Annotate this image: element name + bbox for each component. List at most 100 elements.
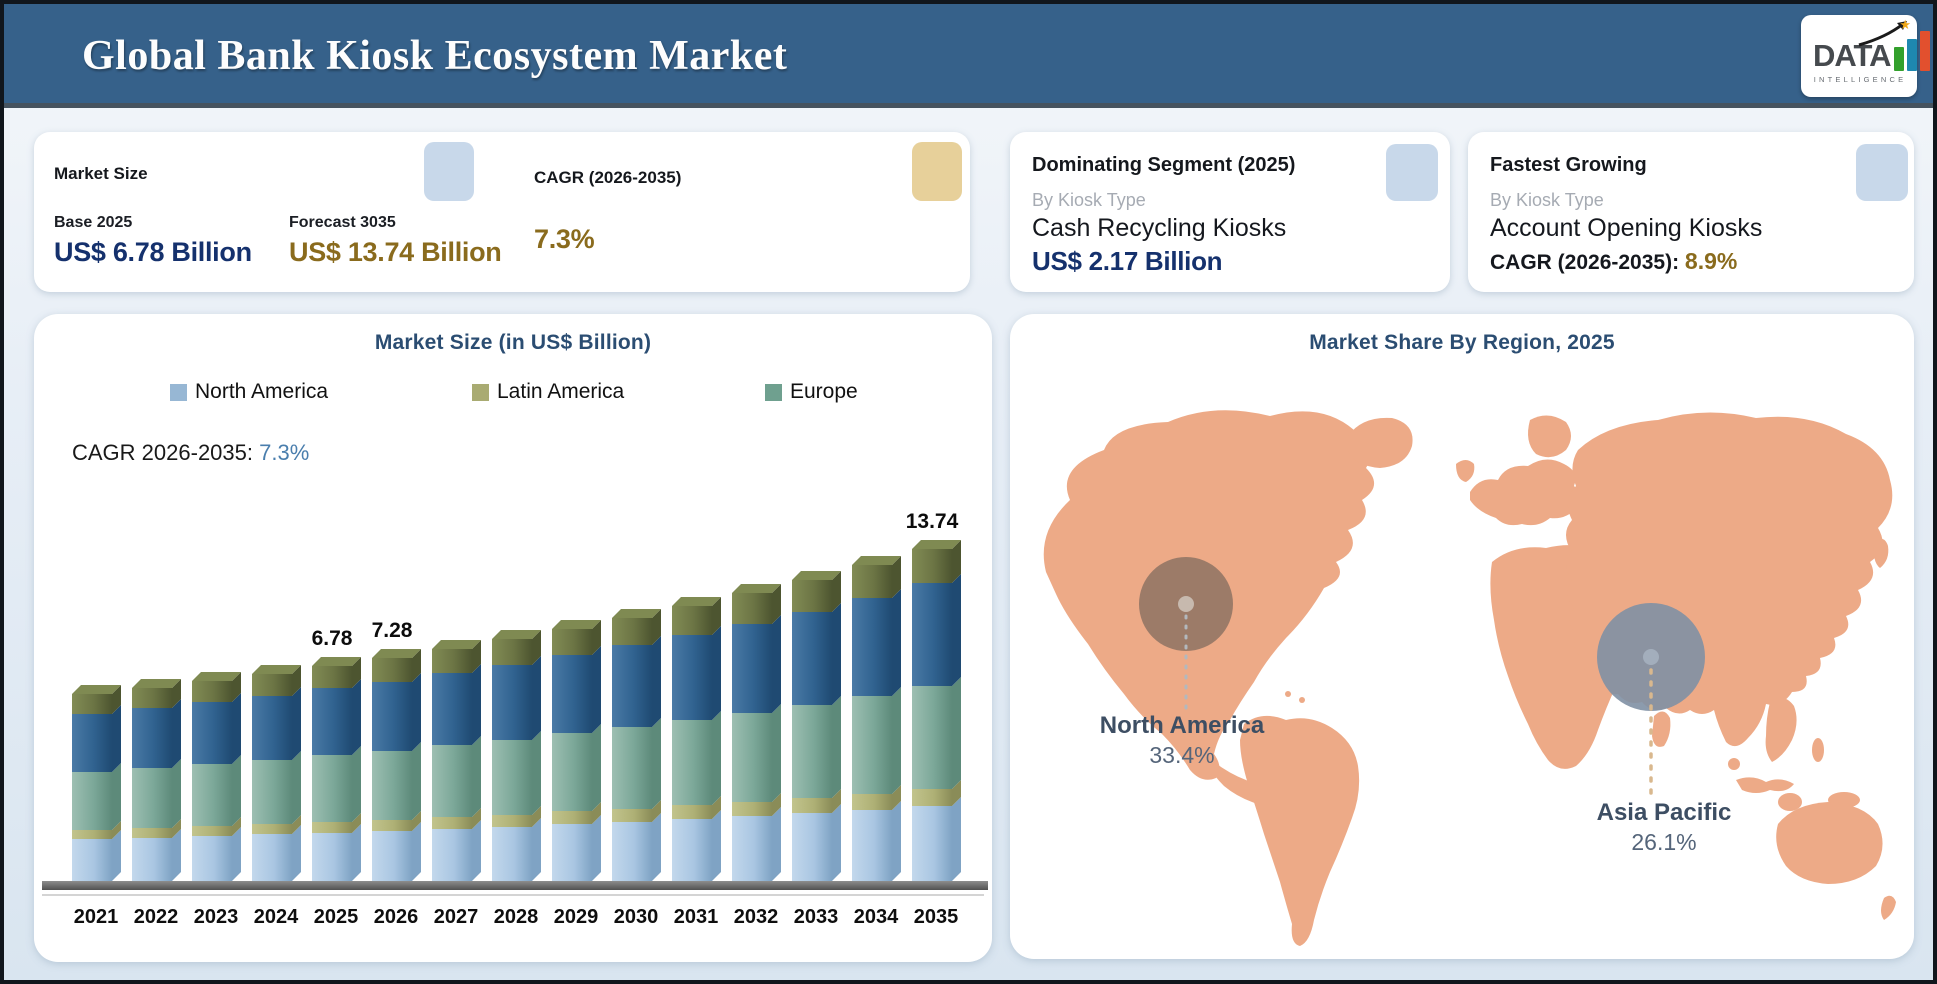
bar-segment bbox=[672, 819, 712, 881]
bar-segment bbox=[492, 827, 532, 881]
legend-item-latin-america: Latin America bbox=[472, 380, 624, 404]
bar-segment-side bbox=[832, 804, 841, 881]
bar-segment bbox=[792, 705, 832, 798]
bar-segment bbox=[552, 811, 592, 824]
base-year-label: Base 2025 bbox=[54, 214, 133, 231]
bar-segment bbox=[852, 794, 892, 810]
bar-2026 bbox=[366, 501, 426, 881]
bar-segment bbox=[732, 624, 772, 713]
region-share: 26.1% bbox=[1631, 829, 1697, 855]
fastest-growing-card: Fastest Growing By Kiosk Type Account Op… bbox=[1468, 132, 1914, 292]
bar-segment bbox=[732, 802, 772, 816]
bar-segment bbox=[852, 696, 892, 794]
fastest-segment-name: Account Opening Kiosks bbox=[1490, 214, 1763, 242]
bar-2027 bbox=[426, 501, 486, 881]
bar-segment-side bbox=[352, 746, 361, 822]
cagr-value: 7.3% bbox=[534, 224, 595, 254]
bar-segment-side bbox=[772, 807, 781, 881]
bar-segment bbox=[372, 658, 412, 682]
logo-word: DATA bbox=[1813, 38, 1891, 73]
header-bar: Global Bank Kiosk Ecosystem Market DATA … bbox=[4, 4, 1933, 108]
bar-segment bbox=[492, 740, 532, 815]
x-axis-label: 2027 bbox=[433, 906, 479, 928]
bar-segment bbox=[372, 820, 412, 831]
chart-cagr-value: 7.3% bbox=[259, 440, 310, 465]
bar-segment bbox=[852, 598, 892, 696]
market-size-icon bbox=[424, 142, 474, 201]
north-america-bubble bbox=[1139, 557, 1233, 710]
bar-segment-side bbox=[532, 731, 541, 815]
bar-2030 bbox=[606, 501, 666, 881]
bar-segment-side bbox=[112, 763, 121, 830]
bar-segment-side bbox=[232, 693, 241, 764]
bar-value-label: 13.74 bbox=[905, 510, 959, 533]
legend-swatch-north-america bbox=[170, 383, 187, 401]
bar-segment bbox=[192, 826, 232, 836]
bar-2029 bbox=[546, 501, 606, 881]
bar-segment bbox=[492, 665, 532, 740]
chart-floor bbox=[42, 881, 988, 890]
bar-2035 bbox=[906, 501, 966, 881]
x-axis-label: 2029 bbox=[553, 906, 599, 928]
bar-segment bbox=[672, 805, 712, 819]
bar-segment bbox=[252, 696, 292, 760]
bar-segment bbox=[792, 813, 832, 881]
bar-segment bbox=[372, 751, 412, 820]
logo-wordmark: DATA ★ bbox=[1813, 17, 1930, 73]
world-map bbox=[1043, 410, 1896, 946]
bar-segment-side bbox=[412, 742, 421, 820]
bar-segment bbox=[192, 681, 232, 702]
bar-segment-side bbox=[172, 759, 181, 828]
logo-arrow-icon bbox=[1858, 21, 1907, 47]
bar-value-label: 7.28 bbox=[371, 619, 413, 642]
bar-2028 bbox=[486, 501, 546, 881]
fastest-cagr-line: CAGR (2026-2035): 8.9% bbox=[1490, 248, 1737, 275]
bar-2021 bbox=[66, 501, 126, 881]
bar-segment bbox=[612, 645, 652, 727]
x-axis-label: 2023 bbox=[193, 906, 239, 928]
legend-label: Europe bbox=[790, 380, 858, 403]
dominating-value: US$ 2.17 Billion bbox=[1032, 246, 1223, 276]
bar-segment-side bbox=[412, 673, 421, 751]
bar-2031 bbox=[666, 501, 726, 881]
bar-segment bbox=[192, 764, 232, 826]
bar-segment-side bbox=[232, 755, 241, 826]
bar-segment-side bbox=[472, 820, 481, 881]
market-size-card: Market Size CAGR (2026-2035) Base 2025 U… bbox=[34, 132, 970, 292]
bar-segment-side bbox=[292, 751, 301, 824]
fastest-cagr-label: CAGR (2026-2035): bbox=[1490, 251, 1685, 274]
region-name: North America bbox=[1099, 712, 1265, 739]
page-title: Global Bank Kiosk Ecosystem Market bbox=[82, 33, 788, 79]
bar-segment bbox=[912, 806, 952, 881]
cagr-icon bbox=[912, 142, 962, 201]
bar-segment-side bbox=[532, 656, 541, 740]
bar-segment bbox=[672, 606, 712, 635]
bar-segment bbox=[432, 829, 472, 881]
bar-2024 bbox=[246, 501, 306, 881]
bar-segment bbox=[132, 768, 172, 828]
bar-2022 bbox=[126, 501, 186, 881]
stacked-bar-chart: 6.78 7.28 13.74 bbox=[66, 501, 966, 881]
x-axis-label: 2030 bbox=[613, 906, 659, 928]
bar-segment bbox=[312, 755, 352, 822]
bar-segment bbox=[372, 831, 412, 881]
logo-subtitle: INTELLIGENCE bbox=[1813, 75, 1907, 84]
bar-segment bbox=[192, 836, 232, 881]
bar-segment bbox=[552, 629, 592, 655]
bar-segment-side bbox=[352, 824, 361, 881]
x-axis-labels: 2021 2022 2023 2024 2025 2026 2027 2028 2029 2030… bbox=[66, 906, 966, 929]
bar-segment-side bbox=[772, 615, 781, 713]
bar-segment bbox=[492, 639, 532, 665]
bar-segment-side bbox=[592, 724, 601, 811]
cagr-label: CAGR (2026-2035) bbox=[534, 168, 682, 187]
chart-cagr-prefix: CAGR 2026-2035: bbox=[72, 440, 260, 465]
bar-value-label: 6.78 bbox=[311, 627, 353, 650]
company-logo: DATA ★ INTELLIGENCE bbox=[1801, 15, 1930, 97]
bar-segment bbox=[552, 655, 592, 733]
bar-segment bbox=[72, 830, 112, 839]
bar-segment-side bbox=[292, 825, 301, 881]
bar-segment bbox=[852, 810, 892, 881]
bar-segment bbox=[732, 593, 772, 624]
bar-segment bbox=[312, 666, 352, 688]
bar-segment bbox=[912, 549, 952, 583]
